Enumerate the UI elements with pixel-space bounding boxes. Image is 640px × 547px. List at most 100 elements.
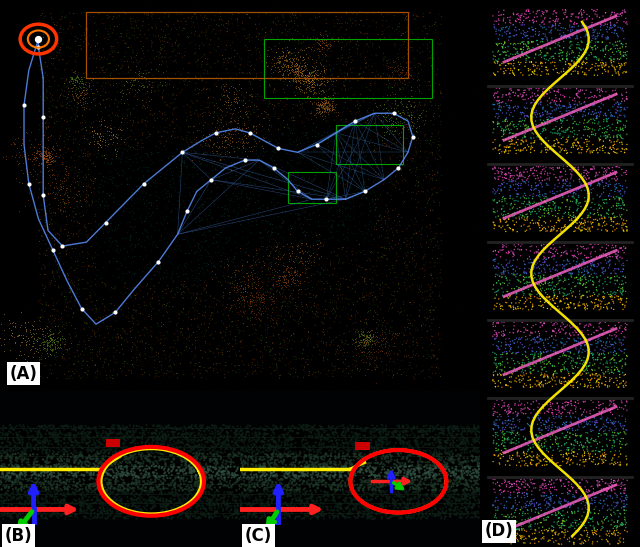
Point: [513, 58, 524, 67]
Point: [556, 511, 566, 520]
Point: [0, 439, 8, 447]
Point: [458, 435, 468, 444]
Point: [563, 446, 573, 455]
Point: [432, 259, 442, 267]
Point: [522, 527, 532, 536]
Point: [296, 104, 306, 113]
Point: [237, 187, 248, 196]
Point: [381, 61, 391, 70]
Point: [275, 112, 285, 121]
Point: [51, 360, 61, 369]
Point: [598, 423, 608, 432]
Point: [374, 470, 384, 479]
Point: [81, 173, 92, 182]
Point: [439, 0, 449, 9]
Point: [217, 292, 227, 301]
Point: [116, 468, 127, 476]
Point: [531, 504, 541, 513]
Point: [308, 497, 318, 505]
Point: [204, 511, 214, 520]
Point: [582, 253, 592, 261]
Point: [286, 49, 296, 57]
Point: [585, 358, 595, 367]
Point: [157, 449, 167, 458]
Point: [26, 468, 36, 476]
Point: [355, 294, 365, 302]
Point: [511, 367, 521, 376]
Point: [524, 7, 534, 15]
Point: [41, 158, 51, 167]
Point: [49, 472, 59, 480]
Point: [527, 37, 537, 46]
Point: [506, 539, 516, 547]
Point: [575, 183, 586, 192]
Point: [88, 470, 99, 479]
Point: [90, 2, 100, 10]
Point: [301, 62, 312, 71]
Point: [358, 188, 368, 197]
Point: [573, 301, 583, 310]
Point: [208, 475, 218, 484]
Point: [573, 163, 583, 172]
Point: [363, 338, 373, 347]
Point: [111, 465, 122, 474]
Point: [389, 298, 399, 307]
Point: [405, 479, 415, 487]
Point: [200, 168, 211, 177]
Point: [50, 325, 60, 334]
Point: [163, 501, 173, 509]
Point: [547, 409, 557, 417]
Point: [209, 107, 219, 116]
Point: [358, 289, 368, 298]
Point: [617, 496, 627, 505]
Point: [589, 210, 600, 218]
Point: [12, 119, 22, 127]
Point: [575, 280, 585, 288]
Point: [33, 370, 43, 379]
Point: [98, 440, 108, 449]
Point: [277, 71, 287, 80]
Point: [535, 345, 545, 353]
Point: [152, 511, 163, 520]
Point: [557, 284, 567, 293]
Point: [399, 3, 409, 11]
Point: [262, 228, 273, 237]
Point: [396, 439, 406, 447]
Point: [15, 127, 25, 136]
Point: [497, 243, 508, 252]
Point: [38, 313, 49, 322]
Point: [438, 482, 448, 491]
Point: [70, 481, 81, 490]
Point: [293, 68, 303, 77]
Point: [451, 96, 461, 105]
Point: [297, 2, 307, 10]
Point: [196, 423, 206, 432]
Point: [548, 412, 558, 421]
Point: [516, 9, 527, 18]
Point: [312, 481, 323, 490]
Point: [151, 429, 161, 438]
Point: [173, 332, 183, 341]
Point: [347, 251, 357, 259]
Point: [519, 197, 529, 206]
Point: [86, 455, 96, 463]
Point: [540, 420, 550, 429]
Point: [436, 439, 446, 447]
Point: [143, 452, 154, 461]
Point: [12, 513, 22, 522]
Point: [264, 338, 275, 347]
Point: [1, 19, 11, 27]
Point: [323, 0, 333, 7]
Point: [497, 195, 507, 204]
Point: [109, 190, 120, 199]
Point: [408, 154, 418, 163]
Point: [328, 193, 339, 202]
Point: [122, 447, 132, 456]
Point: [562, 249, 572, 258]
Point: [227, 38, 237, 47]
Point: [540, 212, 550, 220]
Point: [289, 178, 299, 187]
Point: [327, 481, 337, 490]
Point: [286, 443, 296, 451]
Point: [0, 382, 8, 391]
